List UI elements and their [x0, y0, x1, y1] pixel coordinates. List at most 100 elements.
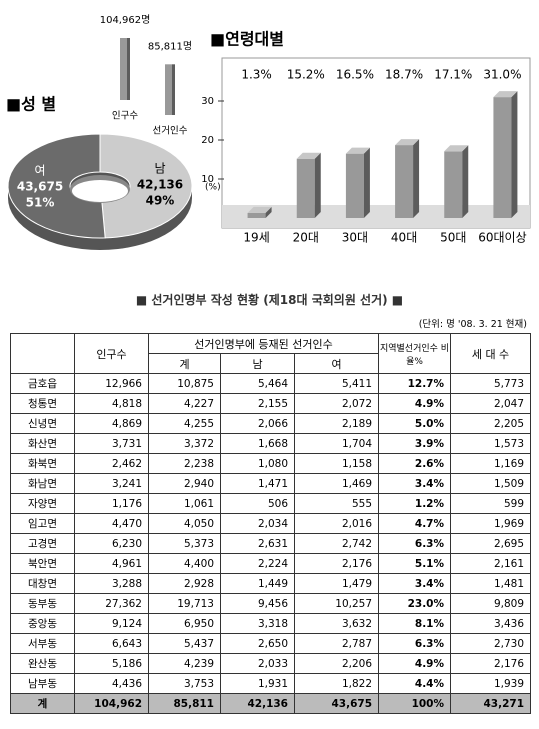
- bar-top: [493, 91, 518, 98]
- table-cell: 4.9%: [378, 393, 452, 414]
- table-row: 신녕면 4,869 4,255 2,066 2,189 5.0% 2,205: [10, 413, 532, 434]
- table-cell: 1,176: [74, 493, 149, 514]
- table-row: 임고면 4,470 4,050 2,034 2,016 4.7% 1,969: [10, 513, 532, 534]
- table-cell: 3,318: [220, 613, 295, 634]
- table-cell: 4,436: [74, 673, 149, 694]
- value-label: 15.2%: [287, 68, 325, 82]
- table-cell: 5.1%: [378, 553, 452, 574]
- value-label: 104,962명: [100, 14, 151, 26]
- table-cell: 1,931: [220, 673, 295, 694]
- table-row: 고경면 6,230 5,373 2,631 2,742 6.3% 2,695: [10, 533, 532, 554]
- category-label: 인구수: [112, 111, 138, 122]
- row-header: 서부동: [10, 633, 75, 654]
- table-cell: 5,411: [293, 373, 380, 394]
- table-cell: 43,271: [450, 693, 532, 714]
- table-cell: 9,124: [74, 613, 149, 634]
- table-cell: 5,464: [220, 373, 295, 394]
- bar-side: [172, 64, 175, 115]
- value-label: 16.5%: [336, 68, 374, 82]
- row-header: 신녕면: [10, 413, 75, 434]
- table-cell: 1,573: [450, 433, 532, 454]
- table-cell: 2,066: [220, 413, 295, 434]
- plot-frame: [221, 57, 531, 229]
- table-cell: 4,818: [74, 393, 149, 414]
- bar-side: [314, 152, 321, 218]
- table-cell: 3.4%: [378, 473, 452, 494]
- bar-top: [345, 147, 370, 154]
- bar-side: [462, 145, 469, 218]
- row-header: 청통면: [10, 393, 75, 414]
- table-cell: 1,471: [220, 473, 295, 494]
- table-cell: 85,811: [148, 693, 221, 714]
- age-title: ■연령대별: [210, 30, 284, 49]
- table-cell: 1,469: [293, 473, 380, 494]
- bar-top: [395, 139, 420, 146]
- row-header: 동부동: [10, 593, 75, 614]
- bar-top: [247, 206, 272, 213]
- value-label: 31.0%: [483, 68, 521, 82]
- table-cell: 2,224: [220, 553, 295, 574]
- y-tick-label: 10: [201, 174, 214, 185]
- table-cell: 5,773: [450, 373, 532, 394]
- table-cell: 2,206: [293, 653, 380, 674]
- table-cell: 1,704: [293, 433, 380, 454]
- x-tick-label: 50대: [440, 231, 466, 245]
- table-cell: 4,255: [148, 413, 221, 434]
- table-cell: 2,176: [450, 653, 532, 674]
- table-cell: 43,675: [293, 693, 380, 714]
- slice-percent: 51%: [26, 195, 55, 209]
- table-cell: 3,241: [74, 473, 149, 494]
- table-cell: 1,158: [293, 453, 380, 474]
- table-cell: 3.9%: [378, 433, 452, 454]
- table-cell: 2,650: [220, 633, 295, 654]
- table-cell: 1,481: [450, 573, 532, 594]
- value-label: 18.7%: [385, 68, 423, 82]
- table-row: 서부동 6,643 5,437 2,650 2,787 6.3% 2,730: [10, 633, 532, 654]
- table-cell: 5,437: [148, 633, 221, 654]
- table-cell: 2,940: [148, 473, 221, 494]
- table-wrap: 인구수 선거인명부에 등재된 선거인수 지역별선거인수 비율% 세 대 수 계 …: [10, 333, 532, 714]
- bar: [345, 153, 364, 218]
- bar-side: [265, 206, 272, 218]
- table-cell: 5.0%: [378, 413, 452, 434]
- table-cell: 4,869: [74, 413, 149, 434]
- table-cell: 10,257: [293, 593, 380, 614]
- table-cell: 2,072: [293, 393, 380, 414]
- row-header: 화산면: [10, 433, 75, 454]
- table: 인구수 선거인명부에 등재된 선거인수 지역별선거인수 비율% 세 대 수 계 …: [10, 333, 532, 714]
- value-label: 17.1%: [434, 68, 472, 82]
- slice-label: 여: [35, 163, 46, 177]
- table-cell: 3,436: [450, 613, 532, 634]
- table-cell: 6,643: [74, 633, 149, 654]
- table-cell: 3,632: [293, 613, 380, 634]
- table-row: 중앙동 9,124 6,950 3,318 3,632 8.1% 3,436: [10, 613, 532, 634]
- bar: [120, 38, 127, 100]
- table-cell: 1.2%: [378, 493, 452, 514]
- bar-side: [413, 139, 420, 218]
- table-cell: 1,061: [148, 493, 221, 514]
- table-title: ■ 선거인명부 작성 현황 (제18대 국회의원 선거) ■: [135, 293, 404, 307]
- table-cell: 1,509: [450, 473, 532, 494]
- pie-title: ■성 별: [6, 95, 56, 114]
- bar: [296, 158, 315, 218]
- table-cell: 3,288: [74, 573, 149, 594]
- header-cell: 지역별선거인수 비율%: [378, 333, 452, 374]
- table-cell: 100%: [378, 693, 452, 714]
- row-header: 자양면: [10, 493, 75, 514]
- table-cell: 4.9%: [378, 653, 452, 674]
- bar: [165, 64, 172, 115]
- table-cell: 4,470: [74, 513, 149, 534]
- bar: [247, 212, 266, 218]
- table-cell: 5,186: [74, 653, 149, 674]
- row-header: 계: [10, 693, 75, 714]
- table-cell: 8.1%: [378, 613, 452, 634]
- bar-top: [296, 152, 321, 159]
- pie-hole: [72, 180, 128, 202]
- table-cell: 12,966: [74, 373, 149, 394]
- y-tick-label: 20: [201, 135, 214, 146]
- table-cell: 4,400: [148, 553, 221, 574]
- table-cell: 2,730: [450, 633, 532, 654]
- table-cell: 2,462: [74, 453, 149, 474]
- bar: [395, 145, 414, 218]
- category-label: 선거인수: [153, 126, 188, 137]
